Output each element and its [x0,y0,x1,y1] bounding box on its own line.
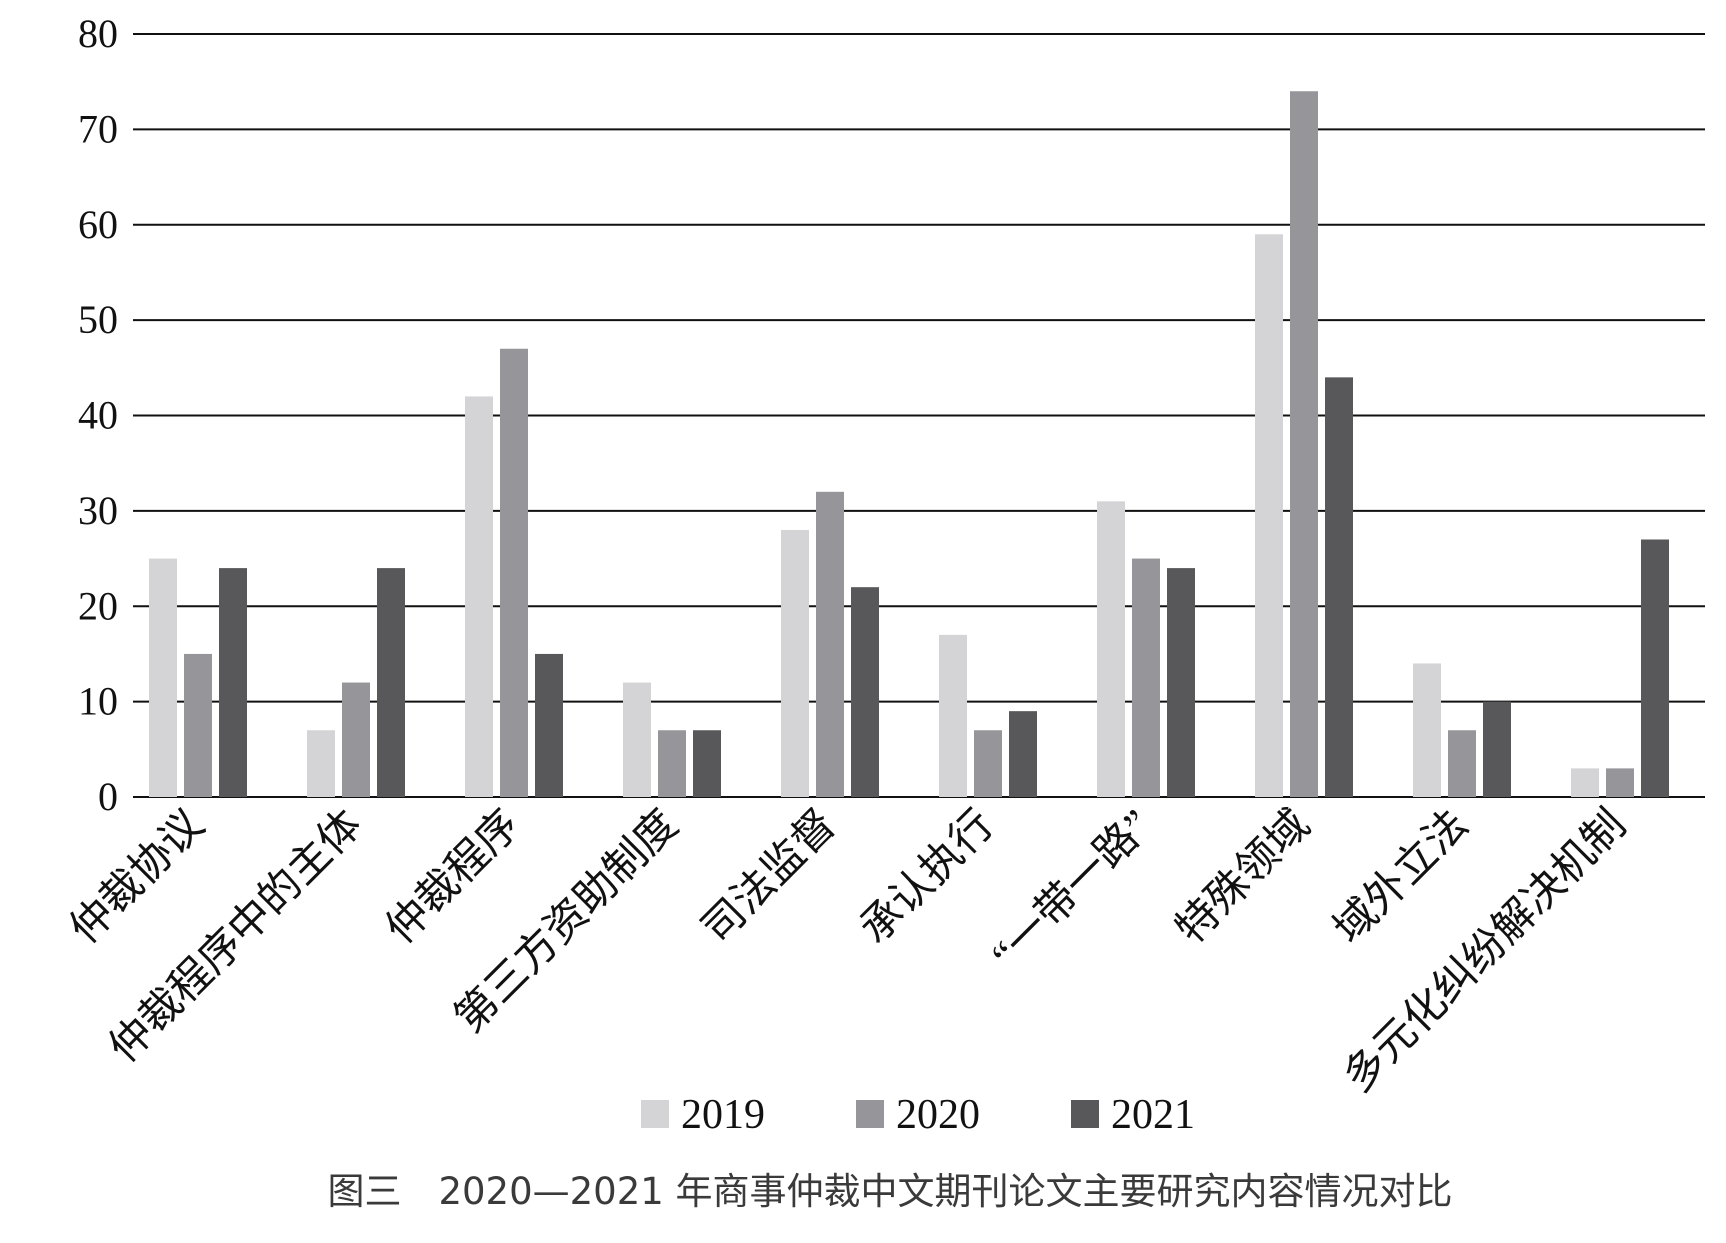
bar-2020-5 [816,491,844,797]
bar-2020-6 [974,730,1002,797]
bar-2021-8 [1325,377,1353,797]
x-tick-label: 仲裁程序 [378,802,529,953]
x-tick-label: 司法监督 [694,802,845,953]
bar-2020-7 [1132,558,1160,797]
y-tick-label: 50 [78,297,118,342]
bar-2020-3 [500,348,528,797]
x-tick-label: 承认执行 [852,802,1003,953]
y-tick-label: 20 [78,583,118,628]
legend: 2019 2020 2021 [641,1092,1195,1138]
bar-2021-7 [1167,568,1195,797]
bar-2019-3 [465,396,493,797]
bar-2021-4 [693,730,721,797]
y-tick-label: 40 [78,393,118,438]
x-tick-label: “一带一路” [983,802,1161,980]
bar-2019-6 [939,634,967,797]
bar-2020-9 [1448,730,1476,797]
y-tick-label: 10 [78,679,118,724]
bar-2021-6 [1009,711,1037,797]
bars [149,91,1669,798]
legend-swatch-2021 [1071,1100,1099,1128]
legend-swatch-2020 [856,1100,884,1128]
legend-label: 2020 [896,1092,980,1138]
y-tick-label: 60 [78,202,118,247]
bar-2020-1 [184,653,212,797]
bar-2021-1 [219,568,247,797]
x-tick-label: 特殊领域 [1168,802,1319,953]
legend-swatch-2019 [641,1100,669,1128]
figure-caption: 图三 2020—2021 年商事仲裁中文期刊论文主要研究内容情况对比 [327,1170,1452,1213]
y-axis-ticks: 0 10 20 30 40 50 60 70 80 [78,11,118,819]
bar-2019-5 [781,529,809,797]
y-tick-label: 30 [78,488,118,533]
bar-2019-4 [623,682,651,797]
y-tick-label: 0 [98,774,118,819]
bar-2019-7 [1097,501,1125,797]
bar-2019-8 [1255,234,1283,798]
bar-2021-5 [851,587,879,797]
y-tick-label: 70 [78,106,118,151]
legend-label: 2021 [1111,1092,1195,1138]
bar-2020-10 [1606,768,1634,797]
bar-2020-8 [1290,91,1318,798]
bar-2020-4 [658,730,686,797]
bar-2019-9 [1413,663,1441,797]
bar-2021-10 [1641,539,1669,797]
bar-2021-9 [1483,701,1511,797]
bar-2019-2 [307,730,335,797]
x-tick-label: 域外立法 [1325,801,1477,953]
bar-2019-1 [149,558,177,797]
bar-2020-2 [342,682,370,797]
x-tick-label: 仲裁协议 [62,802,213,953]
x-tick-label: 多元化纠纷解决机制 [1335,802,1635,1102]
y-tick-label: 80 [78,11,118,56]
bar-2021-2 [377,568,405,797]
bar-2021-3 [535,653,563,797]
bar-2019-10 [1571,768,1599,797]
legend-label: 2019 [681,1092,765,1138]
